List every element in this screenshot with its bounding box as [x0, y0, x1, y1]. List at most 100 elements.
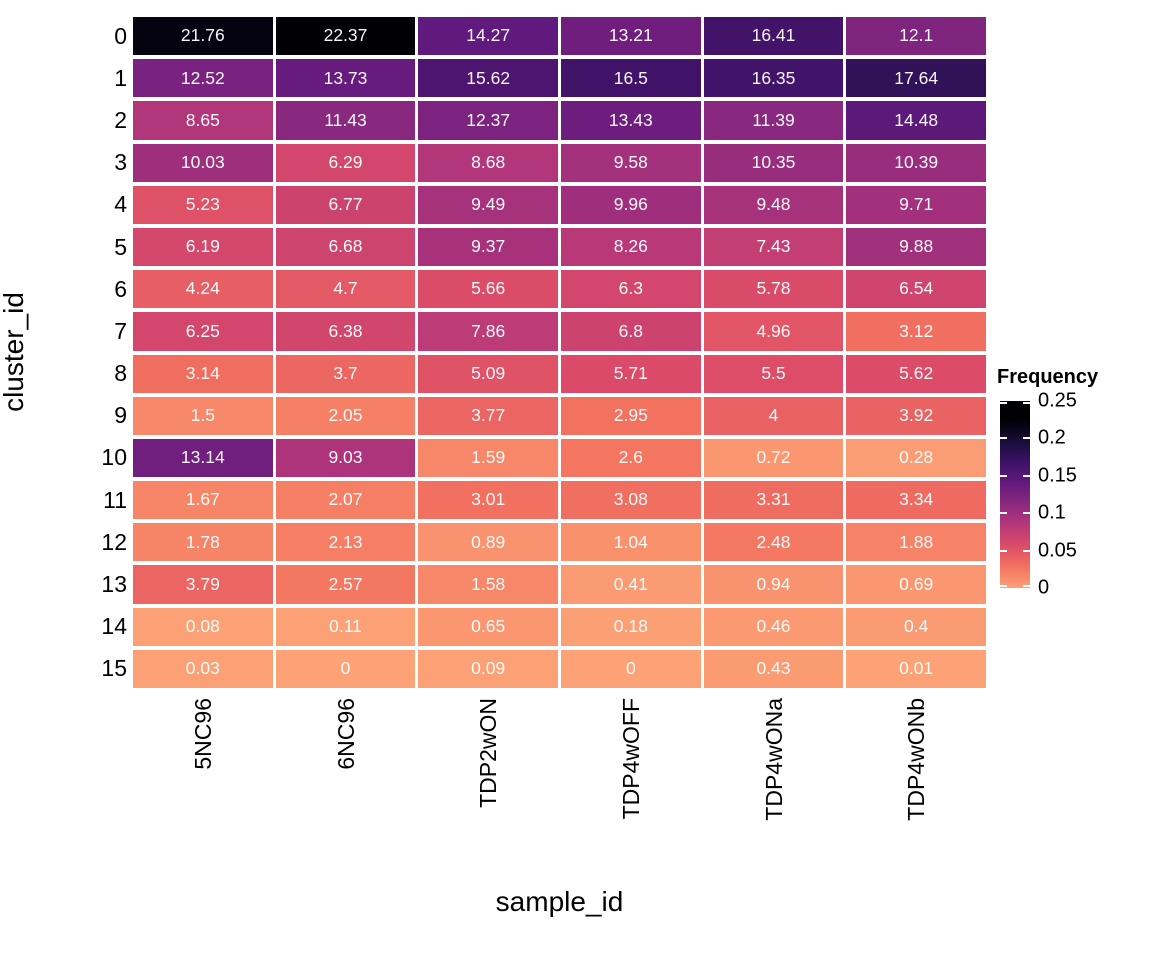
heatmap-cell: 13.14 [133, 438, 273, 478]
heatmap-cell: 6.19 [133, 227, 273, 267]
y-tick-label: 3 [114, 149, 127, 176]
heatmap-cell: 0.69 [846, 565, 986, 604]
heatmap-cell: 9.71 [846, 185, 986, 224]
heatmap-cell: 1.67 [133, 481, 273, 520]
heatmap-cell: 16.41 [703, 17, 844, 56]
heatmap-cell: 0.18 [561, 607, 701, 646]
heatmap-cell: 7.43 [703, 227, 844, 267]
y-tick-label: 6 [114, 275, 127, 302]
x-tick-label: TDP4wONb [903, 698, 930, 821]
heatmap-cell: 6.77 [275, 185, 416, 224]
heatmap-cell: 10.35 [703, 143, 844, 182]
legend-tick-mark [1023, 437, 1030, 440]
heatmap-cell: 2.95 [561, 396, 701, 435]
heatmap-cell: 3.14 [133, 354, 273, 393]
heatmap-cell: 3.7 [275, 354, 416, 393]
heatmap-cell: 2.05 [275, 396, 416, 435]
heatmap-cell: 3.12 [846, 312, 986, 351]
y-tick-label: 4 [114, 191, 127, 218]
legend-title: Frequency [997, 366, 1099, 388]
heatmap-cell: 0.41 [561, 565, 701, 604]
legend-tick-mark [1000, 512, 1007, 515]
heatmap-cell: 6.68 [275, 227, 416, 267]
legend-tick-label: 0.2 [1038, 426, 1066, 449]
heatmap-cell: 0.94 [703, 565, 844, 604]
heatmap-cell: 5.23 [133, 185, 273, 224]
heatmap-cell: 21.76 [133, 17, 273, 56]
heatmap-cell: 9.96 [561, 185, 701, 224]
heatmap-cell: 11.39 [703, 101, 844, 140]
heatmap-cell: 4.7 [275, 270, 416, 309]
heatmap-cell: 0.72 [703, 438, 844, 478]
heatmap-cell: 14.27 [418, 17, 558, 56]
legend-tick-mark [1023, 585, 1030, 587]
heatmap-cell: 9.49 [418, 185, 558, 224]
heatmap-cell: 8.68 [418, 143, 558, 182]
heatmap-cell: 1.04 [561, 523, 701, 562]
y-tick-label: 12 [101, 528, 127, 555]
heatmap-cell: 9.03 [275, 438, 416, 478]
heatmap-cell: 12.52 [133, 59, 273, 98]
heatmap-cell: 4.96 [703, 312, 844, 351]
legend-tick-mark [1000, 402, 1007, 404]
heatmap-cell: 0.89 [418, 523, 558, 562]
heatmap-cell: 5.62 [846, 354, 986, 393]
legend-tick-label: 0.05 [1038, 539, 1077, 562]
heatmap-cell: 1.88 [846, 523, 986, 562]
heatmap-cell: 17.64 [846, 59, 986, 98]
heatmap-cell: 14.48 [846, 101, 986, 140]
heatmap-cell: 9.48 [703, 185, 844, 224]
heatmap-cell: 3.34 [846, 481, 986, 520]
heatmap-cell: 1.5 [133, 396, 273, 435]
heatmap-cell: 2.57 [275, 565, 416, 604]
y-tick-label: 9 [114, 402, 127, 429]
y-tick-label: 10 [101, 444, 127, 471]
heatmap-cell: 13.73 [275, 59, 416, 98]
y-tick-label: 15 [101, 655, 127, 682]
y-tick-label: 13 [101, 571, 127, 598]
heatmap-cell: 7.86 [418, 312, 558, 351]
heatmap-cell: 0 [561, 649, 701, 688]
x-tick-label: TDP4wOFF [617, 698, 644, 820]
heatmap-cell: 2.6 [561, 438, 701, 478]
heatmap-cell: 5.5 [703, 354, 844, 393]
legend-tick-mark [1023, 512, 1030, 515]
y-axis-tick-labels: 0 1 2 3 4 5 6 7 8 9 10 11 12 13 14 15 [72, 17, 127, 688]
heatmap-cell: 6.54 [846, 270, 986, 309]
y-tick-label: 0 [114, 22, 127, 49]
x-axis-title: sample_id [495, 886, 624, 917]
heatmap-cell: 5.66 [418, 270, 558, 309]
y-tick-label: 8 [114, 360, 127, 387]
heatmap-grid: 21.76 22.37 14.27 13.21 16.41 12.1 12.52 13.73 1… [133, 17, 986, 688]
heatmap-cell: 6.3 [561, 270, 701, 309]
heatmap-cell: 0.08 [133, 607, 273, 646]
heatmap-cell: 0.03 [133, 649, 273, 688]
heatmap-cell: 0.11 [275, 607, 416, 646]
legend-tick-label: 0.1 [1038, 501, 1066, 524]
heatmap-cell: 1.59 [418, 438, 558, 478]
heatmap-cell: 2.07 [275, 481, 416, 520]
legend-tick-mark [1023, 474, 1030, 477]
heatmap-cell: 9.58 [561, 143, 701, 182]
heatmap-cell: 10.39 [846, 143, 986, 182]
heatmap-cell: 12.37 [418, 101, 558, 140]
heatmap-cell: 3.01 [418, 481, 558, 520]
legend-tick-mark [1000, 474, 1007, 477]
heatmap-cell: 0.28 [846, 438, 986, 478]
legend-tick-mark [1023, 549, 1030, 552]
heatmap-cell: 5.09 [418, 354, 558, 393]
heatmap-cell: 2.13 [275, 523, 416, 562]
heatmap-cell: 3.31 [703, 481, 844, 520]
heatmap-cell: 4.24 [133, 270, 273, 309]
heatmap-cell: 2.48 [703, 523, 844, 562]
heatmap-cell: 0.43 [703, 649, 844, 688]
y-tick-label: 11 [103, 486, 127, 513]
x-tick-label: TDP4wONa [760, 698, 787, 821]
legend-tick-mark [1023, 402, 1030, 404]
heatmap-cell: 13.21 [561, 17, 701, 56]
heatmap-cell: 11.43 [275, 101, 416, 140]
heatmap-cell: 22.37 [275, 17, 416, 56]
heatmap-cell: 0 [275, 649, 416, 688]
heatmap-cell: 16.5 [561, 59, 701, 98]
